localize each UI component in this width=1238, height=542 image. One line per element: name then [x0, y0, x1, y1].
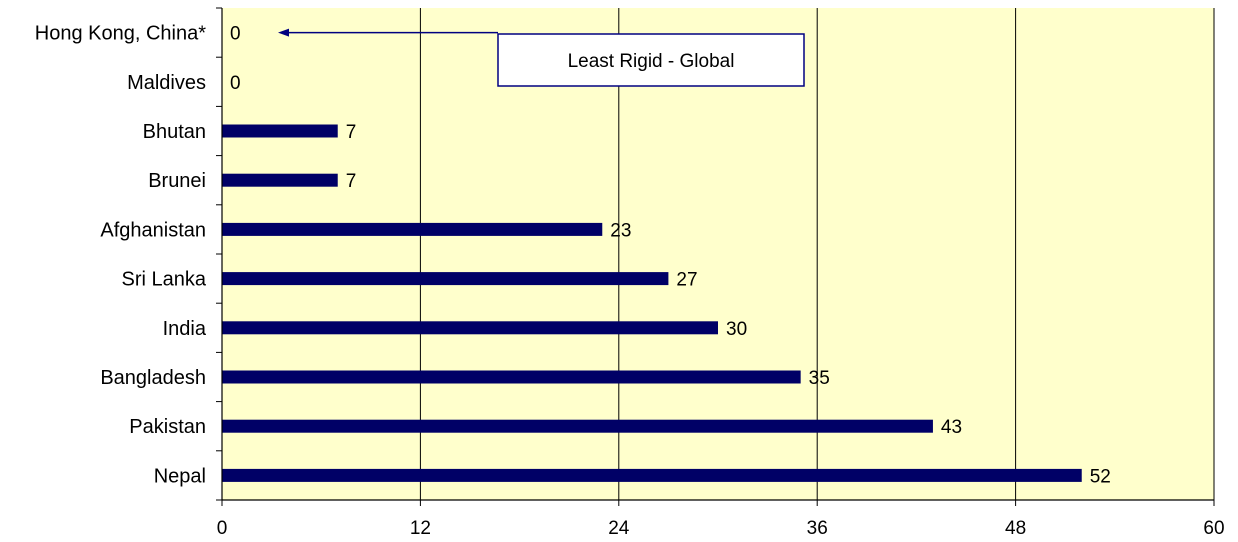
- x-tick-label: 24: [608, 518, 630, 539]
- category-label: Bangladesh: [100, 367, 206, 389]
- data-label: 0: [230, 24, 241, 45]
- data-label: 43: [941, 417, 962, 438]
- annotation-arrowhead: [278, 28, 289, 37]
- data-label: 7: [346, 122, 357, 143]
- data-label: 27: [676, 270, 697, 291]
- category-label: Brunei: [148, 170, 206, 192]
- category-label: Afghanistan: [100, 219, 206, 241]
- x-tick-label: 12: [410, 518, 431, 539]
- data-label: 35: [809, 368, 830, 389]
- category-label: Bhutan: [143, 121, 206, 143]
- annotation-box: [497, 33, 805, 87]
- gridlines: [419, 8, 1215, 500]
- data-label: 52: [1090, 466, 1111, 487]
- x-tick-label: 36: [807, 518, 828, 539]
- bar: [222, 124, 338, 138]
- data-label: 0: [230, 73, 241, 94]
- data-label: 23: [610, 220, 631, 241]
- bar: [222, 419, 933, 433]
- category-label: Pakistan: [129, 416, 206, 438]
- bars: [222, 124, 1082, 482]
- x-tick-label: 60: [1203, 518, 1224, 539]
- axes: [216, 7, 1215, 506]
- x-tick-label: 0: [217, 518, 228, 539]
- category-label: India: [163, 318, 207, 340]
- bar: [222, 173, 338, 187]
- x-tick-label: 48: [1005, 518, 1026, 539]
- data-label: 30: [726, 319, 747, 340]
- bar: [222, 222, 603, 236]
- category-label: Sri Lanka: [122, 269, 207, 291]
- plot-background: [222, 8, 1214, 500]
- category-label: Maldives: [127, 72, 206, 94]
- category-label: Nepal: [154, 465, 206, 487]
- bar: [222, 370, 801, 384]
- annotation: Least Rigid - Global: [278, 28, 805, 87]
- annotation-text: Least Rigid - Global: [568, 51, 735, 72]
- bar: [222, 468, 1082, 482]
- data-label: 7: [346, 171, 357, 192]
- bar: [222, 272, 669, 286]
- category-label: Hong Kong, China*: [35, 23, 206, 45]
- bar: [222, 321, 718, 335]
- plot-area: [222, 8, 1214, 500]
- labels: Hong Kong, China* Maldives Bhutan Brunei Afg…: [35, 23, 1225, 539]
